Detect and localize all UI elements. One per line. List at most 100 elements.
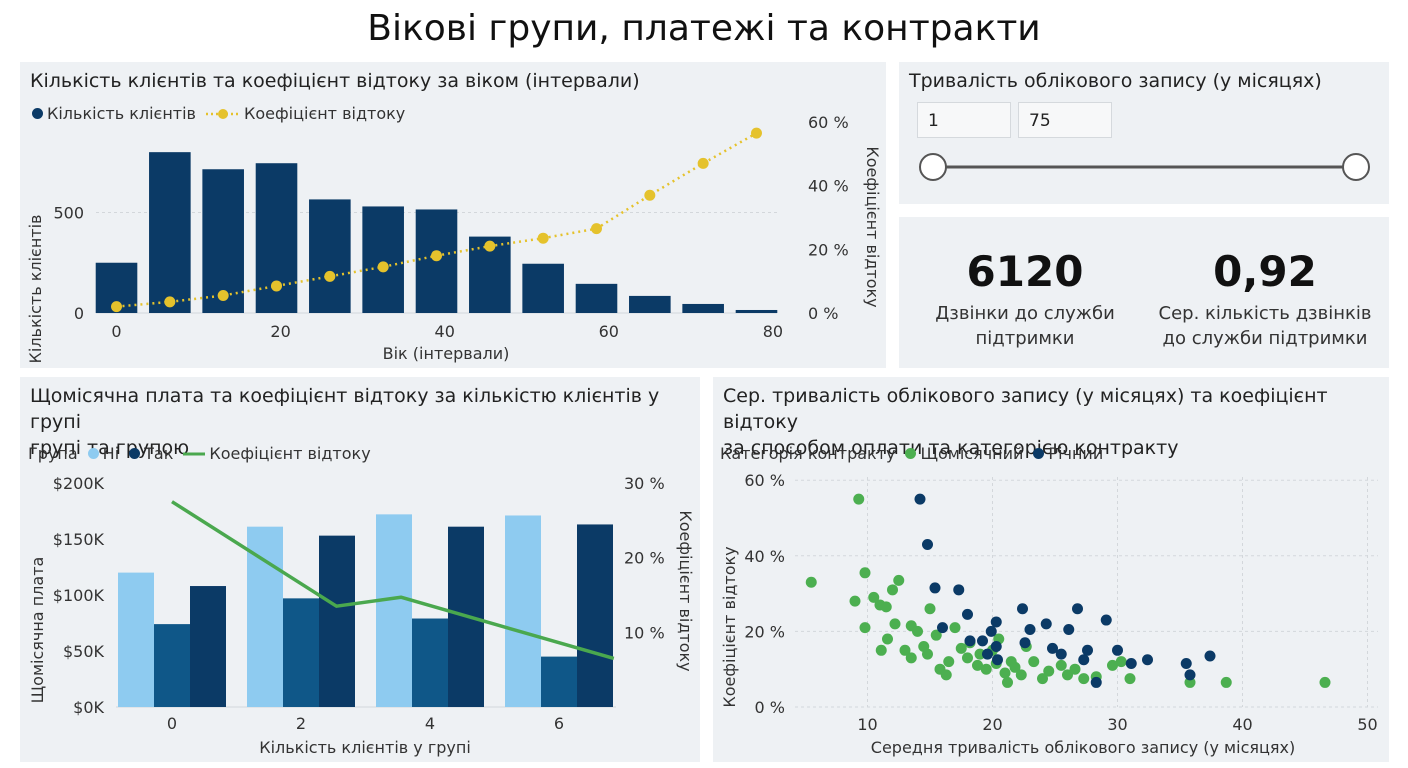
- scatter-point-monthly: [930, 629, 942, 641]
- payment-ytick-right: 30 %: [624, 474, 665, 493]
- age-bar: [575, 283, 618, 313]
- scatter-point-yearly: [1112, 644, 1123, 656]
- scatter-chart-panel: Сер. тривалість облікового запису (у міс…: [713, 377, 1389, 762]
- scatter-point-yearly: [962, 608, 973, 620]
- age-xtick: 0: [111, 322, 121, 341]
- age-churn-point: [484, 240, 496, 252]
- payment-bar: [118, 572, 154, 707]
- age-ylabel-right: Коефіцієнт відтоку: [863, 146, 882, 307]
- slicer-min-handle[interactable]: [919, 153, 947, 181]
- scatter-point-monthly: [1028, 656, 1040, 668]
- scatter-point-monthly: [943, 656, 955, 668]
- scatter-chart-title: Сер. тривалість облікового запису (у міс…: [723, 383, 1389, 461]
- scatter-point-yearly: [990, 616, 1002, 628]
- scatter-point-yearly: [922, 538, 933, 550]
- legend-yes-marker: [129, 448, 141, 459]
- legend-yearly-marker: [1033, 448, 1045, 459]
- age-chart-panel: Кількість клієнтів та коефіцієнт відтоку…: [20, 62, 886, 368]
- scatter-point-monthly: [949, 622, 961, 634]
- age-churn-point: [217, 289, 229, 301]
- scatter-ytick: 40 %: [744, 547, 785, 566]
- scatter-point-monthly: [1009, 661, 1021, 673]
- kpi-calls-value: 6120: [966, 247, 1084, 296]
- slicer-max-handle[interactable]: [1342, 153, 1370, 181]
- payment-xtick: 2: [296, 714, 306, 733]
- age-bar: [522, 263, 564, 313]
- age-churn-point: [377, 261, 389, 273]
- scatter-ytick: 60 %: [744, 471, 785, 490]
- scatter-point-monthly: [924, 603, 936, 615]
- scatter-point-monthly: [1062, 669, 1073, 681]
- scatter-point-yearly: [977, 635, 988, 647]
- slicer-max-input[interactable]: 75: [1018, 102, 1112, 138]
- scatter-ylabel: Коефіцієнт відтоку: [720, 546, 739, 707]
- age-bar: [629, 295, 671, 313]
- age-ytick-left: 500: [53, 203, 84, 222]
- age-bar: [735, 309, 778, 313]
- scatter-point-yearly: [929, 582, 941, 594]
- page-title: Вікові групи, платежі та контракти: [367, 8, 1041, 49]
- scatter-point-yearly: [1024, 624, 1036, 636]
- payment-bar: [412, 618, 448, 707]
- scatter-point-monthly: [880, 601, 892, 613]
- scatter-point-monthly: [962, 652, 973, 664]
- age-bar: [309, 199, 351, 313]
- scatter-point-yearly: [1082, 644, 1093, 656]
- age-bar: [415, 209, 458, 313]
- kpi-calls-label-line2: підтримки: [975, 328, 1075, 349]
- scatter-point-monthly: [905, 652, 917, 664]
- payment-ytick-left: $0K: [73, 698, 104, 717]
- scatter-xtick: 10: [857, 715, 877, 734]
- scatter-chart: Коефіцієнт відтоку Середня тривалість об…: [720, 471, 1378, 757]
- scatter-title-line2: за способом оплати та категорією контрак…: [723, 437, 1179, 459]
- age-xlabel: Вік (інтервали): [383, 344, 510, 363]
- payment-bar: [541, 656, 577, 707]
- payment-chart-title: Щомісячна плата та коефіцієнт відтоку за…: [30, 383, 700, 461]
- legend-category-label: Категорія контракту: [720, 444, 896, 463]
- scatter-point-monthly: [859, 622, 871, 634]
- scatter-point-monthly: [893, 574, 905, 586]
- payment-xtick: 4: [425, 714, 435, 733]
- age-ytick-left: 0: [74, 304, 84, 323]
- payment-ytick-left: $200K: [53, 474, 105, 493]
- age-churn-point: [431, 250, 442, 262]
- age-churn-point: [164, 296, 176, 308]
- scatter-point-yearly: [1142, 654, 1153, 666]
- payment-xtick: 6: [554, 714, 564, 733]
- scatter-point-yearly: [1047, 642, 1058, 654]
- age-xtick: 40: [435, 322, 455, 341]
- scatter-point-yearly: [953, 584, 965, 596]
- kpi-panel: 6120 Дзвінки до служби підтримки 0,92 Се…: [899, 217, 1389, 368]
- payment-bar: [319, 535, 355, 707]
- scatter-point-monthly: [1015, 669, 1027, 681]
- scatter-point-yearly: [1125, 658, 1137, 670]
- age-ytick-right: 60 %: [808, 113, 849, 132]
- slicer-min-input[interactable]: 1: [917, 102, 1011, 138]
- slicer-track-area: [919, 153, 1370, 181]
- scatter-point-monthly: [980, 663, 992, 675]
- age-ytick-right: 0 %: [808, 304, 838, 323]
- scatter-point-monthly: [912, 625, 923, 637]
- age-xtick: 80: [763, 322, 783, 341]
- scatter-point-yearly: [964, 635, 976, 647]
- age-chart-title: Кількість клієнтів та коефіцієнт відтоку…: [30, 70, 640, 92]
- scatter-point-monthly: [1069, 663, 1081, 675]
- payment-ytick-right: 20 %: [624, 549, 665, 568]
- payment-bar: [283, 598, 319, 707]
- age-chart-legend: Кількість клієнтів Коефіцієнт відтоку: [26, 104, 405, 123]
- scatter-point-monthly: [875, 644, 887, 656]
- age-churn-point: [111, 301, 123, 313]
- scatter-point-yearly: [1180, 658, 1192, 670]
- scatter-point-monthly: [1002, 676, 1013, 688]
- scatter-point-monthly: [1220, 676, 1232, 688]
- payment-churn-line: [171, 500, 615, 661]
- scatter-point-monthly: [887, 584, 898, 596]
- payment-ytick-left: $150K: [53, 530, 105, 549]
- payment-ytick-right: 10 %: [624, 623, 665, 642]
- scatter-point-yearly: [982, 648, 993, 660]
- legend-bar-marker: [32, 108, 43, 119]
- scatter-point-monthly: [853, 493, 865, 505]
- scatter-point-yearly: [1078, 654, 1090, 666]
- legend-monthly-label: Щомісячний: [920, 444, 1024, 463]
- payment-ytick-left: $50K: [63, 642, 105, 661]
